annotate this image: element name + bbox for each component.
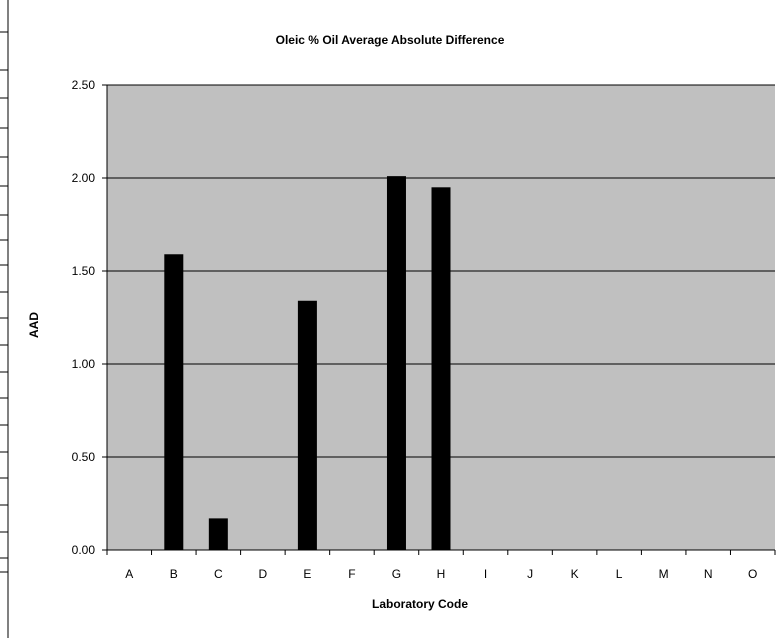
bar-E: [297, 300, 317, 550]
y-axis: 0.00 0.50 1.00 1.50 2.00 2.50: [72, 78, 108, 557]
x-tick-label: F: [348, 567, 355, 581]
x-tick-label: A: [125, 567, 133, 581]
y-tick-label: 0.50: [72, 450, 96, 464]
x-tick-label: H: [437, 567, 446, 581]
bars: [164, 176, 451, 551]
x-tick-label: I: [484, 567, 487, 581]
y-tick-label: 1.00: [72, 357, 96, 371]
bar-B: [164, 254, 184, 550]
y-tick-label: 1.50: [72, 264, 96, 278]
y-tick-label: 2.50: [72, 78, 96, 92]
x-axis: A B C D E F G H I J K L M N O: [106, 549, 776, 581]
x-tick-label: K: [571, 567, 579, 581]
x-tick-label: J: [527, 567, 533, 581]
y-tick-label: 2.00: [72, 171, 96, 185]
x-tick-label: O: [748, 567, 757, 581]
x-tick-label: D: [259, 567, 268, 581]
bar-H: [431, 187, 451, 551]
x-tick-label: L: [616, 567, 623, 581]
x-tick-label: E: [303, 567, 311, 581]
left-cell-borders: [0, 0, 9, 638]
chart-title: Oleic % Oil Average Absolute Difference: [276, 33, 505, 47]
y-axis-title: AAD: [27, 312, 41, 338]
x-tick-label: G: [392, 567, 401, 581]
x-tick-label: B: [170, 567, 178, 581]
y-tick-label: 0.00: [72, 543, 96, 557]
x-tick-label: C: [214, 567, 223, 581]
x-tick-label: N: [704, 567, 713, 581]
x-axis-title: Laboratory Code: [372, 597, 468, 611]
x-tick-label: M: [659, 567, 669, 581]
bar-C: [208, 518, 228, 550]
bar-G: [386, 176, 406, 550]
